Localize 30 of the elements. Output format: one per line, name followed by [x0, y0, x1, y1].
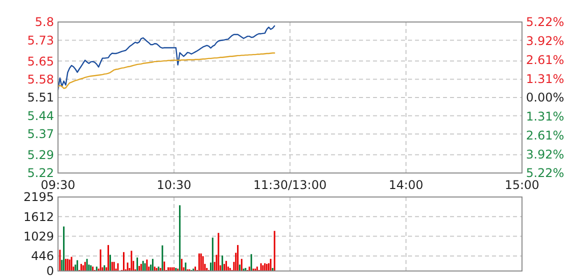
- y2-tick-label: 0.00%: [526, 90, 564, 105]
- y-tick-label: 5.73: [27, 33, 54, 48]
- y-tick-label: 5.51: [27, 90, 54, 105]
- y-tick-label: 0: [46, 264, 54, 276]
- line-series: [57, 25, 276, 91]
- line-series: [57, 52, 276, 89]
- y-tick-label: 5.44: [27, 108, 54, 123]
- x-tick-label: 11:30/13:00: [253, 178, 327, 192]
- y-tick-label: 1029: [23, 230, 54, 244]
- x-tick-label: 10:30: [156, 178, 192, 192]
- y-tick-label: 2195: [23, 190, 54, 204]
- y2-tick-label: 3.92%: [526, 147, 564, 162]
- y2-tick-label: 5.22%: [526, 15, 564, 30]
- y2-tick-label: 1.31%: [526, 110, 564, 124]
- y-tick-label: 5.37: [27, 127, 54, 142]
- y2-tick-label: 3.92%: [526, 34, 564, 48]
- y2-tick-label: 2.61%: [526, 128, 564, 142]
- y-tick-label: 5.65: [27, 54, 54, 68]
- x-tick-label: 09:30: [40, 178, 76, 192]
- y-tick-label: 1612: [23, 210, 54, 224]
- y2-tick-label: 2.61%: [526, 52, 564, 67]
- y-tick-label: 5.58: [27, 72, 54, 86]
- x-tick-label: 14:00: [388, 178, 424, 192]
- y-tick-label: 5.29: [27, 148, 54, 162]
- y2-tick-label: 1.31%: [526, 72, 564, 86]
- y2-tick-label: 5.22%: [526, 166, 564, 180]
- y-tick-label: 5.22: [27, 166, 54, 180]
- y-tick-label: 5.8: [34, 15, 54, 30]
- x-tick-label: 15:00: [504, 178, 540, 192]
- y-tick-label: 446: [31, 249, 54, 264]
